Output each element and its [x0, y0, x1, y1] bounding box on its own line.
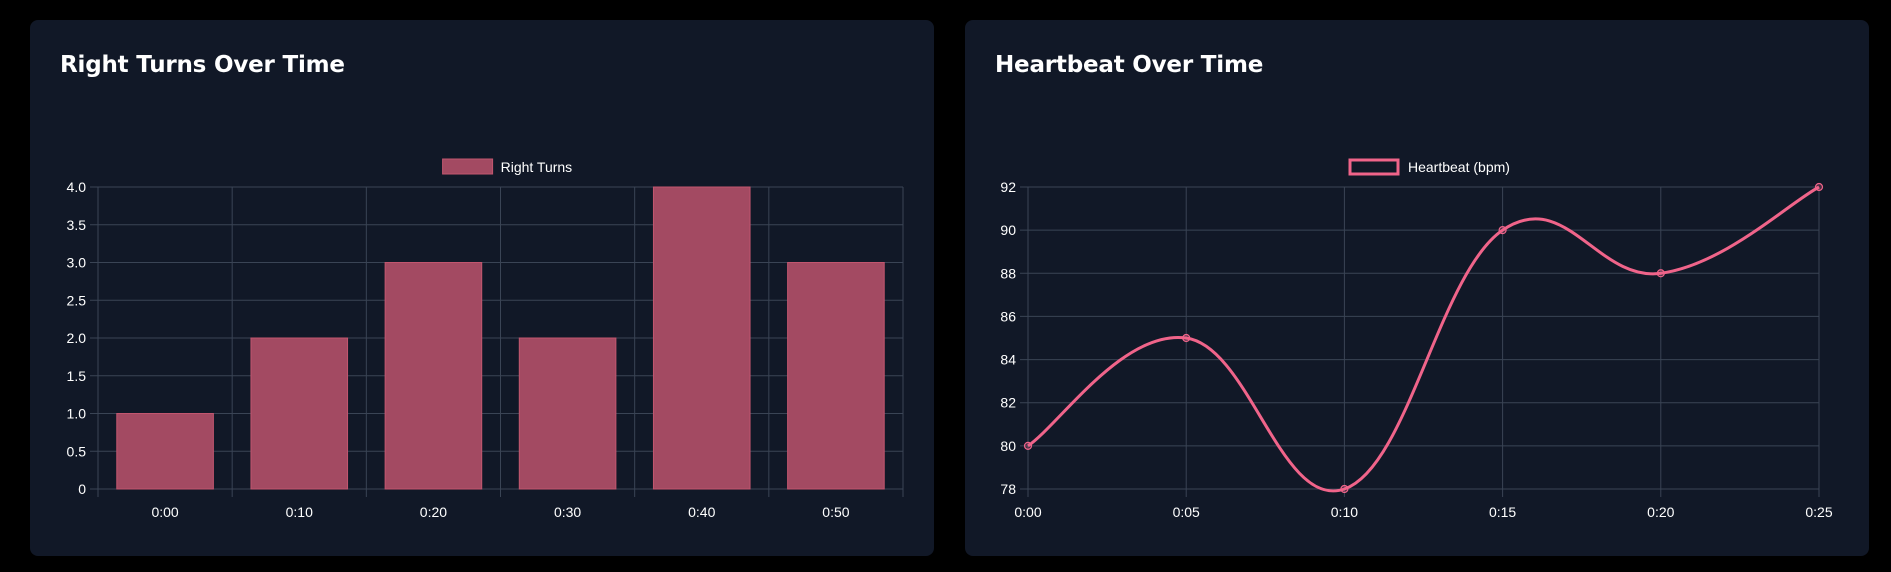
data-point — [1498, 226, 1507, 235]
heartbeat-card: Heartbeat Over Time 0:00 0:05 0:10 0:15 0:20… — [965, 20, 1869, 556]
y-tick-label: 0 — [78, 481, 86, 497]
bar — [116, 413, 214, 490]
bar — [384, 262, 483, 490]
heartbeat-line — [1027, 185, 1820, 493]
right-turns-bar-chart: 0 0.5 1.0 1.5 2.0 2.5 3.0 3.5 4.0 0:00 0:10 0:20 0:3… — [67, 158, 904, 520]
y-tick-label: 86 — [1000, 308, 1016, 324]
y-tick-label: 0.5 — [67, 443, 87, 459]
x-tick-label: 0:15 — [1489, 504, 1516, 520]
x-tick-label: 0:05 — [1173, 504, 1200, 520]
y-tick-label: 82 — [1000, 395, 1016, 411]
y-tick-label: 2.5 — [67, 292, 87, 308]
data-point — [1814, 182, 1824, 192]
data-point — [1656, 269, 1665, 278]
right-turns-title: Right Turns Over Time — [60, 52, 345, 78]
bar — [652, 186, 751, 490]
y-tick-label: 78 — [1000, 481, 1016, 497]
legend-label: Right Turns — [501, 159, 573, 175]
x-tick-label: 0:40 — [688, 504, 715, 520]
y-tick-label: 4.0 — [67, 179, 87, 195]
y-tick-label: 80 — [1000, 438, 1016, 454]
right-turns-card: Right Turns Over Time 0 0.5 1.0 1.5 2.0 2.5 3.… — [30, 20, 934, 556]
heartbeat-line-chart: 0:00 0:05 0:10 0:15 0:20 0:25 78 80 82 84 86 88 90 92… — [1000, 158, 1833, 520]
bar — [518, 337, 617, 490]
y-tick-label: 2.0 — [67, 330, 87, 346]
x-tick-label: 0:20 — [420, 504, 447, 520]
heartbeat-title: Heartbeat Over Time — [995, 52, 1264, 78]
x-tick-label: 0:20 — [1647, 504, 1674, 520]
data-point — [1023, 441, 1033, 450]
x-tick-label: 0:10 — [1331, 504, 1358, 520]
x-tick-label: 0:30 — [554, 504, 581, 520]
y-tick-label: 88 — [1000, 265, 1016, 281]
x-tick-label: 0:00 — [1014, 504, 1041, 520]
y-tick-label: 90 — [1000, 222, 1016, 238]
data-point — [1340, 484, 1349, 494]
bar — [250, 337, 349, 490]
y-tick-label: 84 — [1000, 352, 1016, 368]
data-point — [1182, 333, 1191, 343]
x-tick-label: 0:10 — [286, 504, 313, 520]
x-tick-label: 0:25 — [1805, 504, 1832, 520]
bar — [787, 262, 885, 490]
y-tick-label: 3.5 — [67, 217, 87, 233]
y-tick-label: 1.5 — [67, 368, 87, 384]
legend-swatch — [1348, 158, 1400, 176]
x-tick-label: 0:00 — [151, 504, 178, 520]
y-tick-label: 92 — [1000, 179, 1016, 195]
x-tick-label: 0:50 — [822, 504, 849, 520]
y-tick-label: 1.0 — [67, 406, 87, 422]
legend-swatch — [442, 158, 494, 175]
legend-label: Heartbeat (bpm) — [1408, 159, 1510, 175]
y-tick-label: 3.0 — [67, 255, 87, 271]
